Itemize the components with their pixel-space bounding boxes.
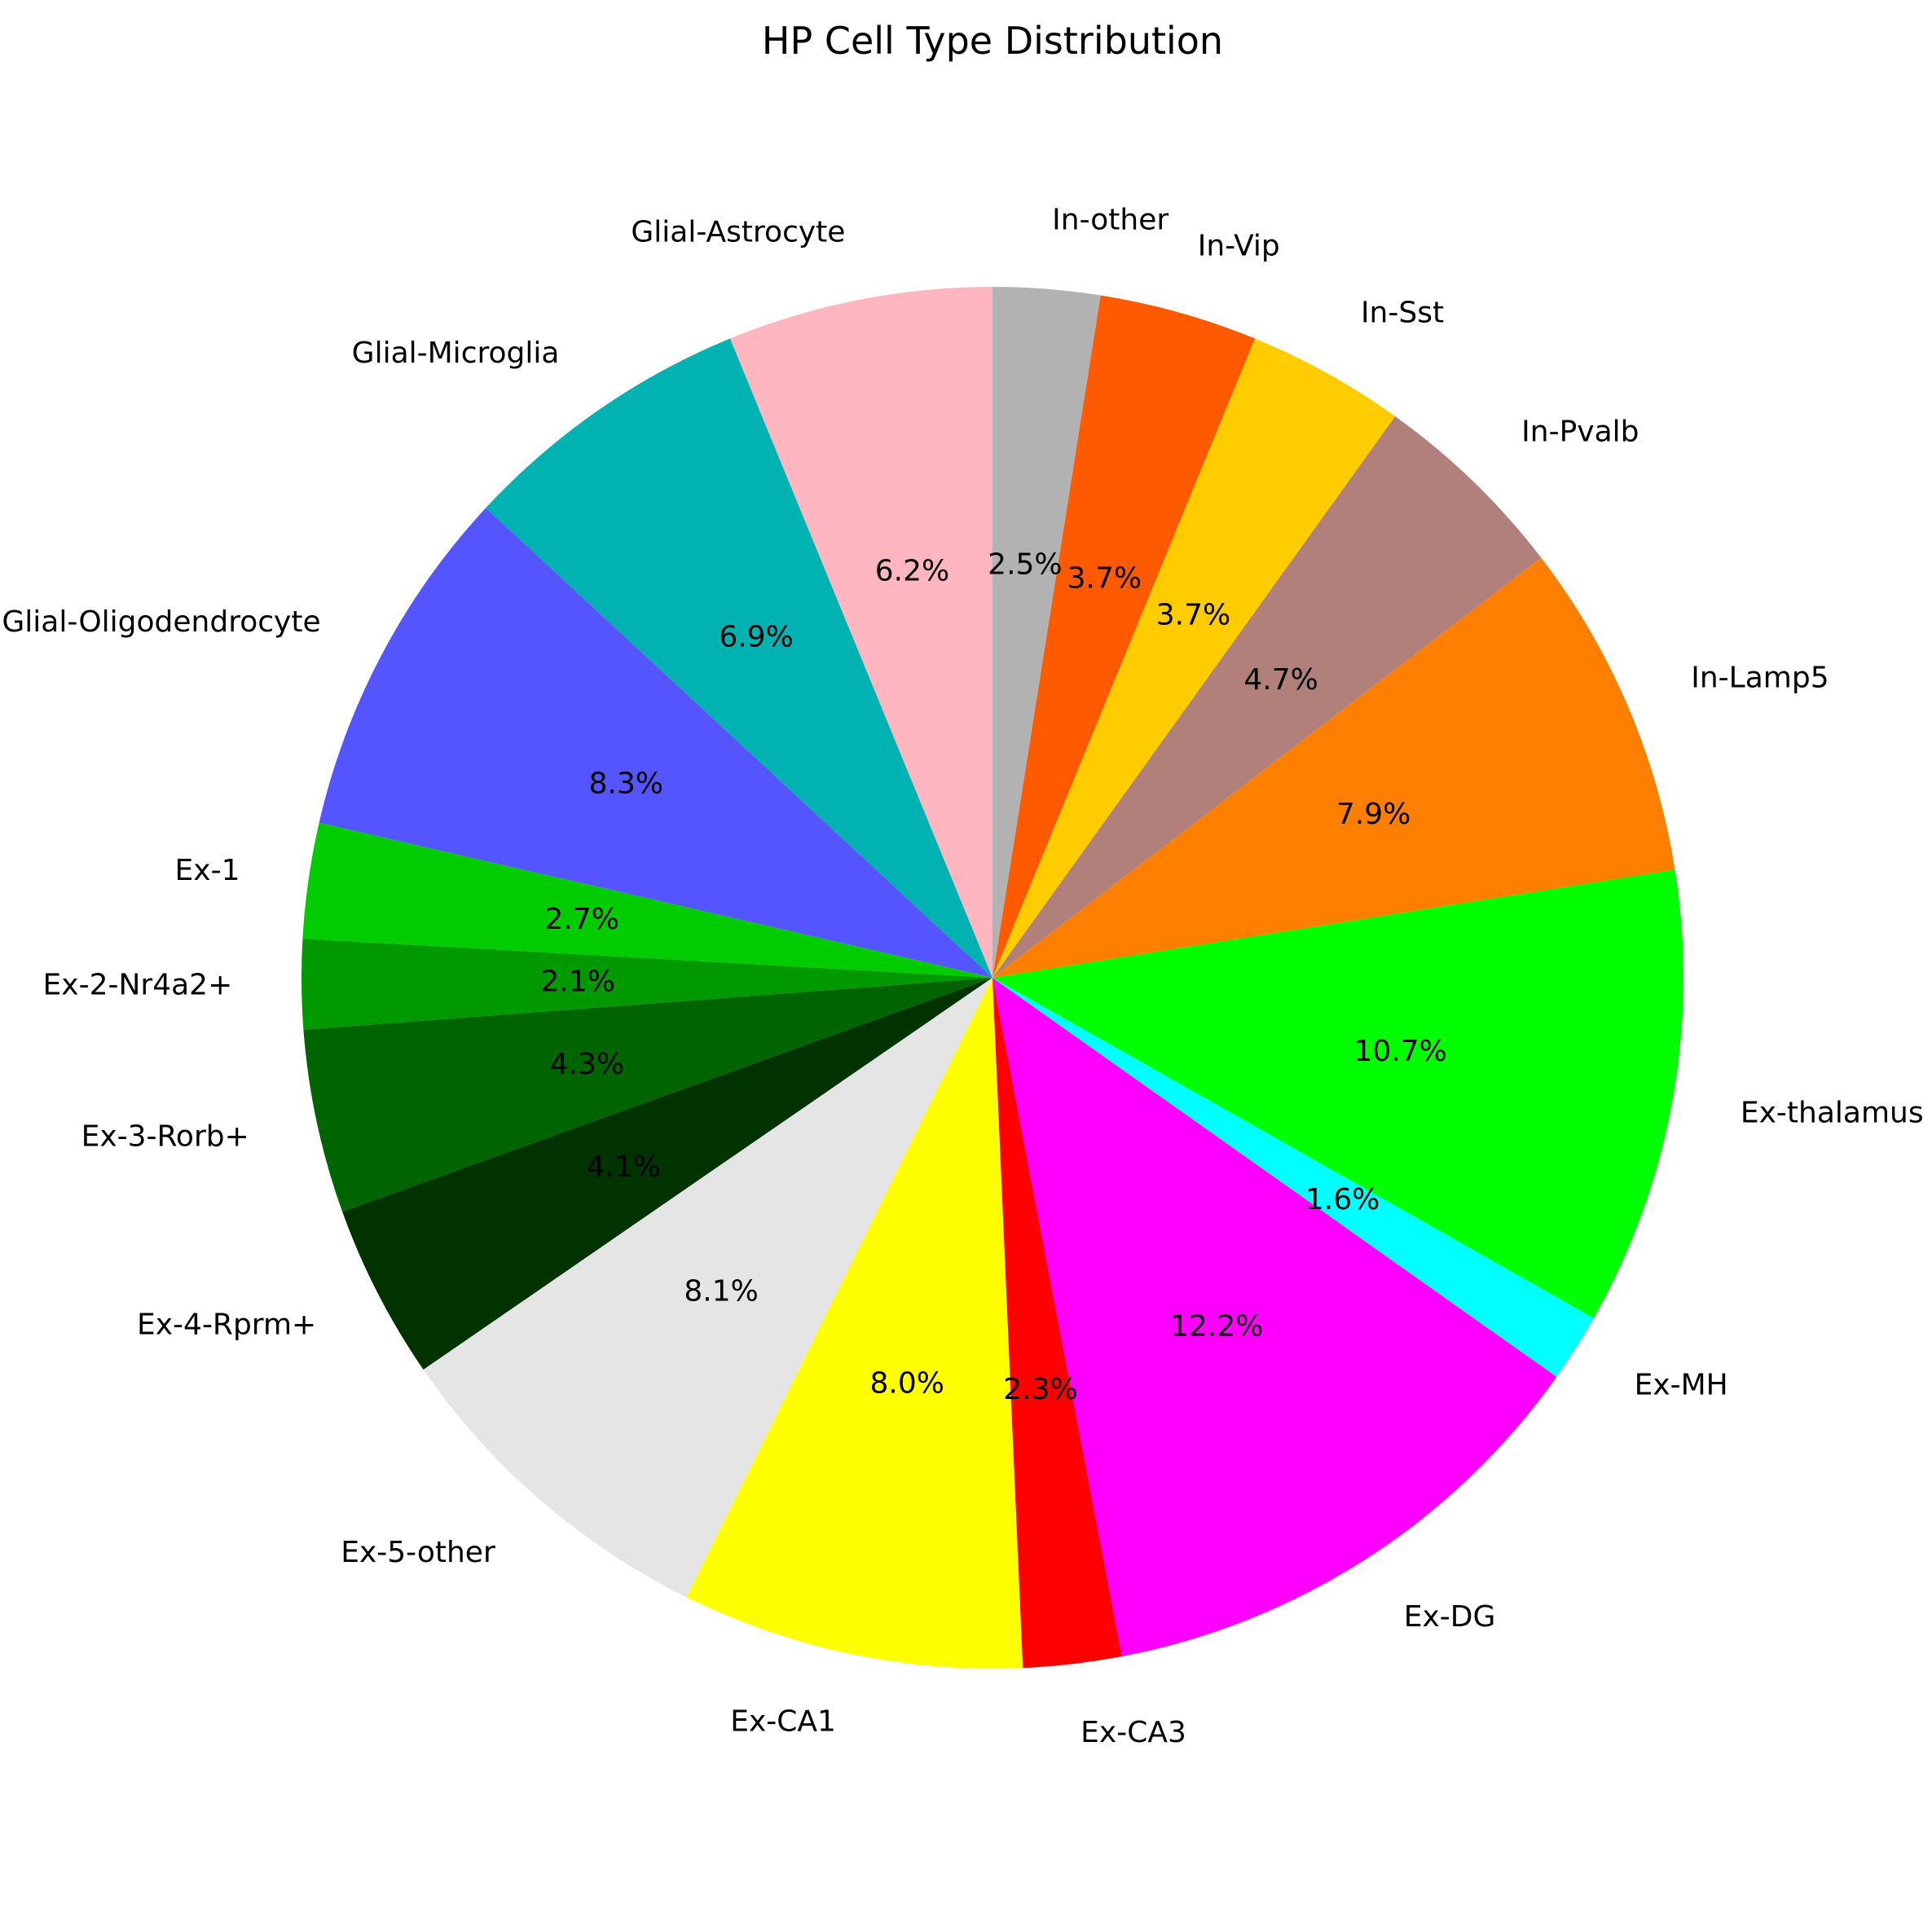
percent-label-ex-ca3: 2.3%: [1003, 1373, 1077, 1406]
percent-label-ex-thalamus: 10.7%: [1353, 1035, 1446, 1068]
percent-labels: 6.2% 6.9% 8.3% 2.7% 2.1% 4.3% 4.1% 8.1% 8.0% 2.3%…: [540, 548, 1446, 1406]
percent-label-in-other: 2.5%: [988, 548, 1062, 581]
slice-ex-ca3: [992, 978, 1122, 1669]
percent-label-in-vip: 3.7%: [1067, 562, 1142, 596]
slice-ex-dg: [992, 978, 1557, 1656]
slice-ex-3-rorb: [303, 978, 992, 1212]
percent-label-ex-dg: 12.2%: [1170, 1309, 1263, 1343]
slice-label-in-other: In-other: [1052, 204, 1168, 237]
percent-label-glial-microglia: 6.9%: [719, 620, 793, 653]
percent-label-ex-5-other: 8.1%: [684, 1274, 758, 1308]
slice-ex-ca1: [686, 978, 1023, 1669]
slice-label-glial-oligodendrocyte: Glial-Oligodendrocyte: [2, 605, 320, 639]
chart-title: HP Cell Type Distribution: [762, 19, 1223, 63]
slice-name-labels: Glial-Astrocyte Glial-Microglia Glial-Olig…: [2, 204, 1923, 1749]
slice-ex-5-other: [423, 978, 992, 1598]
slice-in-pvalb: [992, 416, 1542, 979]
slice-in-lamp5: [992, 557, 1675, 978]
slice-in-other: [992, 287, 1101, 978]
slice-ex-thalamus: [992, 869, 1683, 1318]
percent-label-in-lamp5: 7.9%: [1336, 798, 1410, 831]
percent-label-ex-2-nr4a2: 2.1%: [540, 965, 614, 998]
percent-label-ex-mh: 1.6%: [1305, 1183, 1380, 1216]
slice-label-in-sst: In-Sst: [1361, 296, 1444, 329]
slice-label-in-vip: In-Vip: [1198, 229, 1280, 262]
slice-in-sst: [992, 338, 1396, 978]
percent-label-ex-4-rprm: 4.1%: [587, 1150, 661, 1184]
slice-label-in-pvalb: In-Pvalb: [1521, 416, 1639, 449]
slice-ex-1: [302, 822, 993, 978]
slice-label-ex-thalamus: Ex-thalamus: [1741, 1097, 1924, 1130]
slice-label-ex-5-other: Ex-5-other: [341, 1536, 495, 1569]
slice-ex-4-rprm: [342, 978, 992, 1370]
percent-label-glial-oligodendrocyte: 8.3%: [589, 767, 663, 800]
slice-label-ex-1: Ex-1: [175, 854, 240, 887]
slice-label-ex-4-rprm: Ex-4-Rprm+: [137, 1309, 316, 1342]
slice-label-ex-dg: Ex-DG: [1404, 1600, 1496, 1634]
slice-label-glial-microglia: Glial-Microglia: [352, 336, 560, 370]
slice-label-ex-2-nr4a2: Ex-2-Nr4a2+: [43, 968, 233, 1001]
pie-slices: [301, 287, 1683, 1669]
slice-label-ex-ca1: Ex-CA1: [730, 1704, 836, 1738]
slice-label-glial-astrocyte: Glial-Astrocyte: [631, 215, 845, 249]
percent-label-in-pvalb: 4.7%: [1243, 663, 1318, 697]
slice-ex-mh: [992, 978, 1594, 1377]
percent-label-ex-ca1: 8.0%: [870, 1366, 944, 1400]
slice-ex-2-nr4a2: [301, 939, 993, 1030]
percent-label-glial-astrocyte: 6.2%: [875, 554, 949, 587]
percent-label-ex-1: 2.7%: [545, 903, 619, 936]
percent-label-in-sst: 3.7%: [1156, 598, 1230, 631]
slice-label-ex-3-rorb: Ex-3-Rorb+: [81, 1119, 249, 1153]
slice-label-ex-ca3: Ex-CA3: [1080, 1716, 1186, 1749]
slice-label-in-lamp5: In-Lamp5: [1691, 662, 1829, 695]
slice-in-vip: [992, 295, 1256, 978]
slice-glial-microglia: [486, 338, 992, 978]
percent-label-ex-3-rorb: 4.3%: [550, 1048, 624, 1081]
slice-label-ex-mh: Ex-MH: [1635, 1368, 1728, 1401]
slice-glial-astrocyte: [729, 287, 992, 978]
slice-glial-oligodendrocyte: [319, 508, 993, 978]
